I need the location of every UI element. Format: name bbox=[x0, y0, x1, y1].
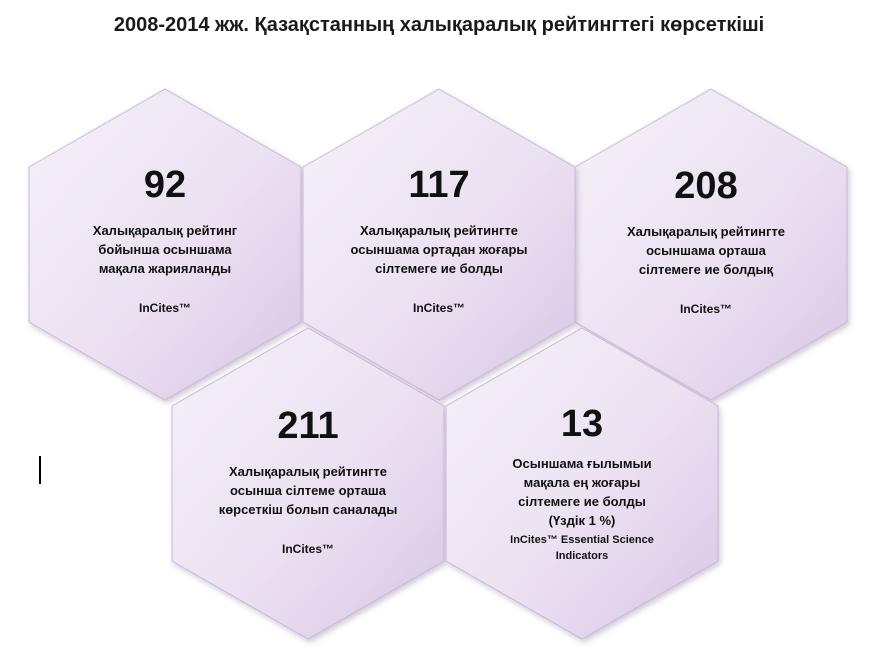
cell-1-value: 92 bbox=[143, 164, 187, 206]
cell-5-desc-line: Осыншама ғылымыи bbox=[512, 456, 652, 471]
cell-5-desc-line: (Үздік 1 %) bbox=[548, 513, 616, 528]
cell-5-value: 13 bbox=[560, 403, 604, 445]
hexagon-cell-2 bbox=[302, 88, 576, 401]
hexagon-cell-2-text: 117 Халықаралық рейтингте осыншама ортад… bbox=[329, 163, 549, 317]
cell-1-description: Халықаралық рейтинг бойынша осыншама мақ… bbox=[65, 221, 265, 278]
cell-4-value: 211 bbox=[277, 405, 339, 447]
hexagon-cell-1 bbox=[28, 88, 302, 401]
cell-5-source-line: InCites™ Essential Science bbox=[510, 534, 654, 546]
hexagon-cell-4 bbox=[171, 327, 445, 640]
cell-1-desc-line: бойынша осыншама bbox=[98, 242, 232, 257]
cell-3-desc-line: Халықаралық рейтингте bbox=[626, 224, 786, 239]
cell-2-desc-line: Халықаралық рейтингте bbox=[359, 223, 519, 238]
cell-4-source: InCites™ bbox=[281, 542, 334, 556]
hexagon-cell-5 bbox=[445, 327, 719, 640]
hexagon-cell-1-text: 92 Халықаралық рейтинг бойынша осыншама … bbox=[65, 163, 265, 317]
cell-4-description: Халықаралық рейтингте осынша сілтеме орт… bbox=[198, 462, 418, 519]
cell-3-source: InCites™ bbox=[679, 302, 732, 316]
cell-5-description: Осыншама ғылымыи мақала ең жоғары сілтем… bbox=[472, 454, 692, 530]
hexagon-cell-5-text: 13 Осыншама ғылымыи мақала ең жоғары сіл… bbox=[472, 402, 692, 564]
cell-2-desc-line: сілтемеге ие болды bbox=[375, 261, 503, 276]
hexagon-cell-3-text: 208 Халықаралық рейтингте осыншама орташ… bbox=[601, 164, 811, 318]
text-cursor bbox=[39, 456, 41, 484]
cell-3-description: Халықаралық рейтингте осыншама орташа сі… bbox=[601, 222, 811, 279]
cell-2-source: InCites™ bbox=[412, 301, 465, 315]
cell-3-desc-line: осыншама орташа bbox=[646, 243, 766, 258]
cell-5-source: InCites™ Essential Science Indicators bbox=[472, 532, 692, 564]
cell-4-desc-line: Халықаралық рейтингте bbox=[228, 464, 388, 479]
page-title: 2008-2014 жж. Қазақстанның халықаралық р… bbox=[113, 14, 765, 36]
cell-4-desc-line: осынша сілтеме орташа bbox=[230, 483, 386, 498]
cell-3-desc-line: сілтемеге ие болдық bbox=[638, 262, 774, 277]
cell-1-desc-line: мақала жарияланды bbox=[98, 261, 232, 276]
cell-3-value: 208 bbox=[674, 165, 738, 207]
cell-5-source-line: Indicators bbox=[555, 550, 609, 562]
cell-2-desc-line: осыншама ортадан жоғары bbox=[350, 242, 528, 257]
cell-4-desc-line: көрсеткіш болып саналады bbox=[218, 502, 398, 517]
hexagon-cell-4-text: 211 Халықаралық рейтингте осынша сілтеме… bbox=[198, 404, 418, 558]
cell-5-desc-line: сілтемеге ие болды bbox=[518, 494, 646, 509]
cell-1-source: InCites™ bbox=[138, 301, 191, 315]
cell-2-value: 117 bbox=[408, 164, 470, 206]
cell-2-description: Халықаралық рейтингте осыншама ортадан ж… bbox=[329, 221, 549, 278]
cell-5-desc-line: мақала ең жоғары bbox=[523, 475, 641, 490]
cell-1-desc-line: Халықаралық рейтинг bbox=[92, 223, 238, 238]
